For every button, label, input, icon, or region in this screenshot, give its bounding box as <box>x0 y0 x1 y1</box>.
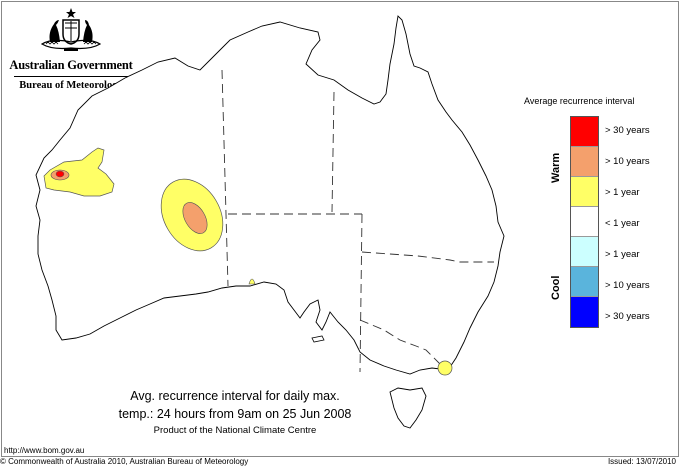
warm-label: Warm <box>550 152 562 183</box>
legend-swatch-cool-30 <box>571 297 598 327</box>
bureau-title: Bureau of Meteorology <box>19 80 123 91</box>
state-borders <box>221 69 494 373</box>
copyright-text: © Commonwealth of Australia 2010, Austra… <box>0 457 249 466</box>
map-title-line2: temp.: 24 hours from 9am on 25 Jun 2008 <box>118 407 352 421</box>
map-subtitle: Product of the National Climate Centre <box>153 425 317 436</box>
legend-label: > 10 years <box>605 280 650 291</box>
anomaly-sa-coast <box>248 278 256 285</box>
legend-swatch-warm-1 <box>571 177 598 207</box>
legend-label: < 1 year <box>605 218 640 229</box>
legend-label: > 30 years <box>605 311 650 322</box>
legend-label: > 1 year <box>605 249 640 260</box>
kangaroo-island <box>311 335 325 343</box>
map-title-line1: Avg. recurrence interval for daily max. <box>130 389 340 403</box>
legend-color-bar <box>570 116 599 328</box>
anomaly-central-wa <box>160 178 224 252</box>
legend-label: > 10 years <box>605 156 650 167</box>
tasmania-coastline <box>389 387 427 429</box>
coat-of-arms-icon <box>40 8 102 51</box>
bom-logo: Australian Government Bureau of Meteorol… <box>8 6 134 96</box>
australia-coastline <box>35 15 505 375</box>
legend-title: Average recurrence interval <box>524 96 635 106</box>
government-title: Australian Government <box>9 58 133 72</box>
legend-swatch-warm-30 <box>571 117 598 147</box>
legend-label: > 1 year <box>605 187 640 198</box>
legend-swatch-warm-10 <box>571 147 598 177</box>
legend-swatch-cool-1 <box>571 237 598 267</box>
anomaly-east-gippsland <box>437 360 453 376</box>
legend-label: > 30 years <box>605 125 650 136</box>
logo-divider <box>14 76 128 77</box>
issued-date: Issued: 13/07/2010 <box>607 457 676 466</box>
bom-url-link[interactable]: http://www.bom.gov.au <box>4 446 85 455</box>
legend-swatch-cool-10 <box>571 267 598 297</box>
legend-swatch-normal <box>571 207 598 237</box>
cool-label: Cool <box>550 275 562 300</box>
anomaly-pilbara <box>43 147 115 197</box>
